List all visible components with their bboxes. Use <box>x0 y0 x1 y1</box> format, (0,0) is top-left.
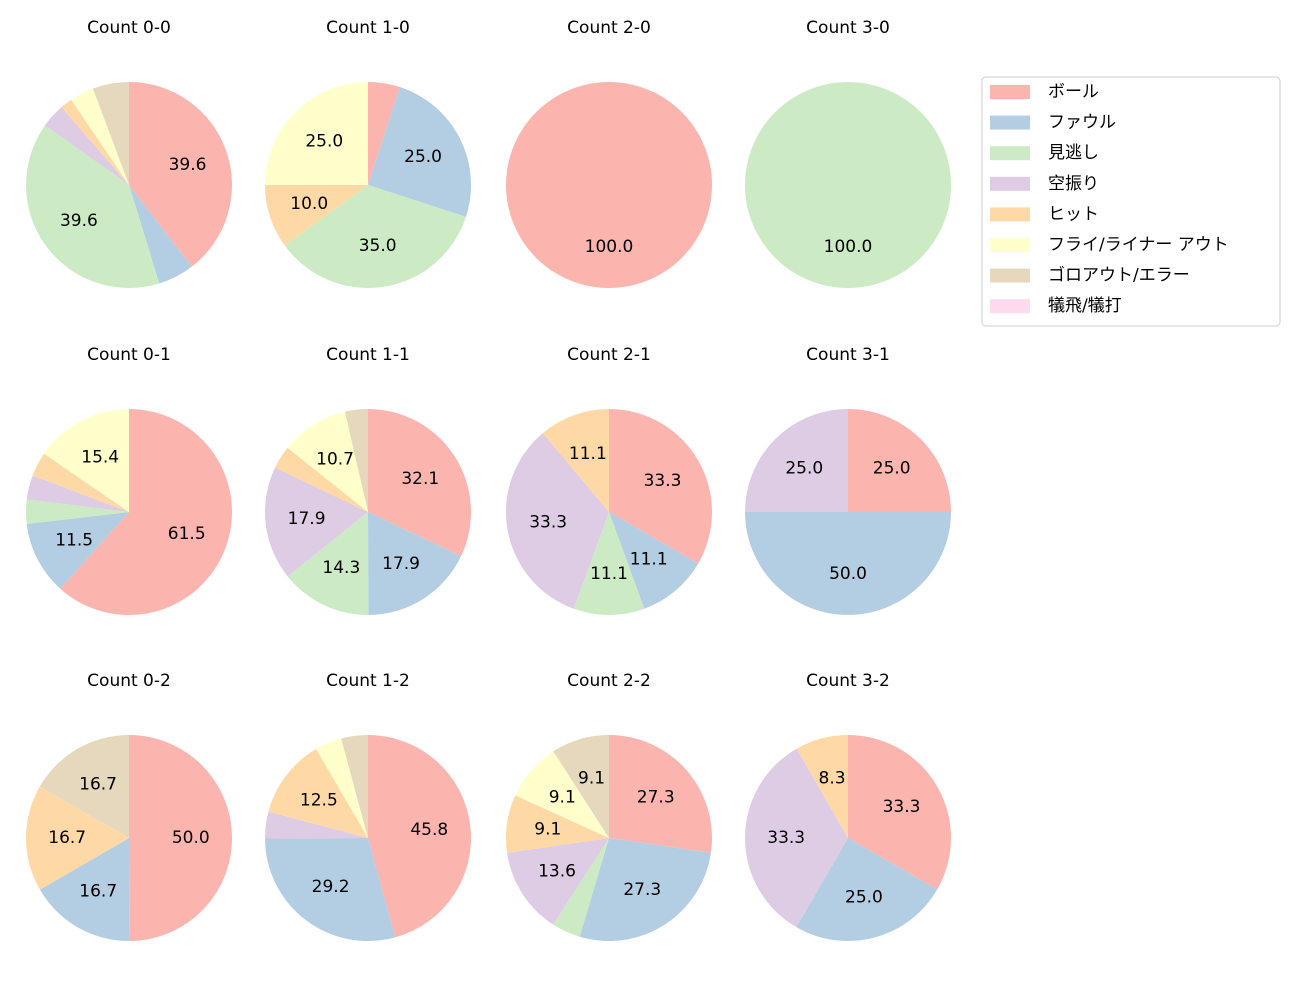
legend-label: ゴロアウト/エラー <box>1048 265 1190 286</box>
value-label: 27.3 <box>637 788 675 808</box>
value-label: 11.1 <box>590 564 628 584</box>
value-label: 33.3 <box>883 797 921 817</box>
value-label: 13.6 <box>538 861 576 881</box>
value-label: 100.0 <box>824 237 873 257</box>
legend-swatch <box>990 116 1030 130</box>
legend-swatch <box>990 85 1030 99</box>
value-label: 11.1 <box>630 549 668 569</box>
value-label: 29.2 <box>312 877 350 897</box>
chart-title: Count 0-0 <box>87 18 171 38</box>
value-label: 14.3 <box>322 558 360 578</box>
chart-title: Count 0-2 <box>87 671 171 691</box>
legend-swatch <box>990 207 1030 221</box>
chart-title: Count 1-1 <box>326 345 410 365</box>
legend-label: フライ/ライナー アウト <box>1048 235 1229 255</box>
value-label: 15.4 <box>81 447 119 467</box>
value-label: 27.3 <box>623 880 661 900</box>
value-label: 50.0 <box>172 828 210 848</box>
chart-title: Count 1-0 <box>326 18 410 38</box>
chart-title: Count 2-1 <box>567 345 651 365</box>
legend-label: ファウル <box>1048 113 1116 133</box>
chart-title: Count 3-1 <box>806 345 890 365</box>
value-label: 45.8 <box>410 820 448 840</box>
value-label: 35.0 <box>359 236 397 256</box>
value-label: 11.1 <box>569 444 607 464</box>
legend-swatch <box>990 177 1030 191</box>
legend-swatch <box>990 146 1030 160</box>
legend-box <box>982 77 1280 326</box>
value-label: 10.0 <box>290 194 328 214</box>
legend-label: 空振り <box>1048 174 1099 194</box>
legend-label: 犠飛/犠打 <box>1048 296 1122 316</box>
legend-label: 見逃し <box>1048 143 1099 163</box>
chart-title: Count 3-0 <box>806 18 890 38</box>
value-label: 25.0 <box>404 147 442 167</box>
value-label: 25.0 <box>305 131 343 151</box>
value-label: 16.7 <box>48 828 86 848</box>
chart-title: Count 2-2 <box>567 671 651 691</box>
value-label: 17.9 <box>288 509 326 529</box>
value-label: 25.0 <box>873 458 911 478</box>
value-label: 10.7 <box>316 450 354 470</box>
value-label: 25.0 <box>845 888 883 908</box>
value-label: 32.1 <box>401 469 439 489</box>
chart-title: Count 2-0 <box>567 18 651 38</box>
value-label: 61.5 <box>168 524 206 544</box>
value-label: 39.6 <box>60 211 98 231</box>
value-label: 33.3 <box>767 828 805 848</box>
chart-title: Count 3-2 <box>806 671 890 691</box>
value-label: 16.7 <box>79 774 117 794</box>
value-label: 9.1 <box>578 769 605 789</box>
chart-title: Count 1-2 <box>326 671 410 691</box>
value-label: 9.1 <box>534 819 561 839</box>
value-label: 33.3 <box>644 471 682 491</box>
value-label: 50.0 <box>829 564 867 584</box>
value-label: 100.0 <box>585 237 634 257</box>
value-label: 11.5 <box>55 530 93 550</box>
legend-swatch <box>990 299 1030 313</box>
legend-label: ボール <box>1048 82 1099 102</box>
legend-label: ヒット <box>1048 204 1099 224</box>
legend-swatch <box>990 269 1030 283</box>
value-label: 9.1 <box>549 788 576 808</box>
value-label: 33.3 <box>529 513 567 533</box>
value-label: 25.0 <box>785 458 823 478</box>
chart-title: Count 0-1 <box>87 345 171 365</box>
value-label: 17.9 <box>382 554 420 574</box>
value-label: 39.6 <box>169 155 207 175</box>
value-label: 12.5 <box>300 791 338 811</box>
value-label: 16.7 <box>79 882 117 902</box>
legend-swatch <box>990 238 1030 252</box>
value-label: 8.3 <box>819 768 846 788</box>
